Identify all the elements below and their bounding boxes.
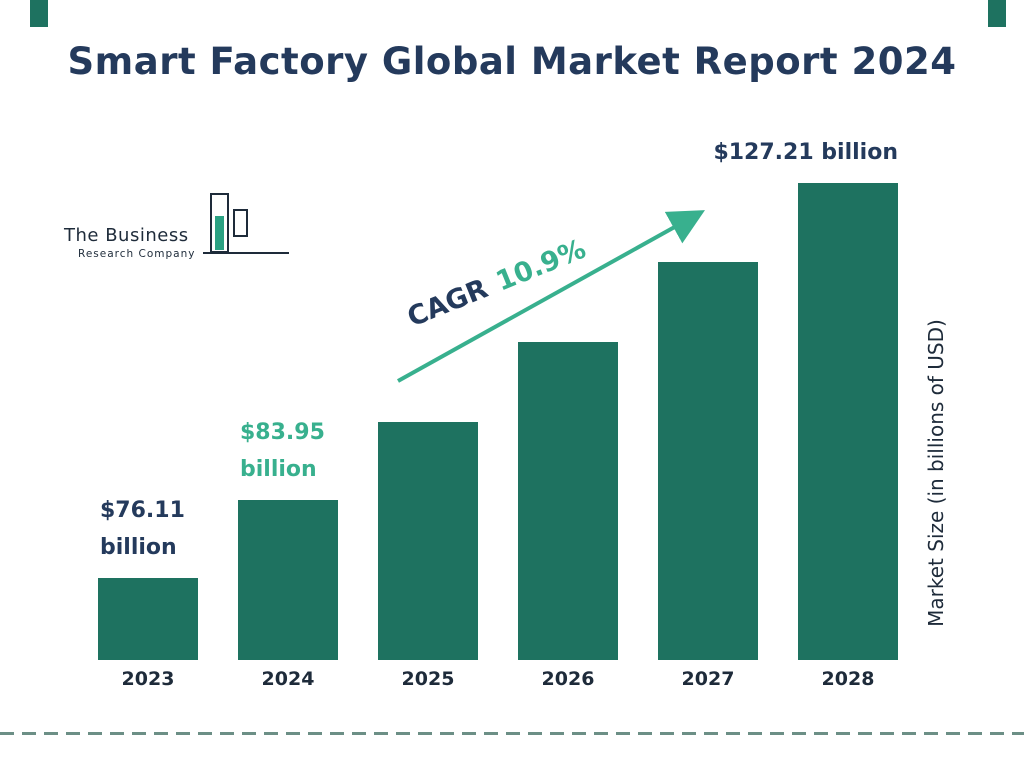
bar-2025: [378, 422, 478, 660]
company-logo: The Business Research Company: [64, 192, 290, 260]
page-title: Smart Factory Global Market Report 2024: [67, 40, 957, 83]
value-label-2023: $76.11 billion: [100, 498, 185, 560]
cagr-annotation: CAGR10.9%: [403, 234, 590, 334]
corner-accent-left: [30, 0, 48, 27]
corner-accent-right: [988, 0, 1006, 27]
bar-2027: [658, 262, 758, 660]
x-tick-2023: 2023: [121, 668, 175, 690]
x-tick-2024: 2024: [261, 668, 315, 690]
x-tick-2026: 2026: [541, 668, 595, 690]
bar-2028: [798, 183, 898, 660]
value-label-2024: $83.95 billion: [240, 420, 325, 482]
x-tick-2028: 2028: [821, 668, 875, 690]
bottom-dashed-divider: [0, 732, 1024, 735]
bar-2023: [98, 578, 198, 660]
bar-2024: [238, 500, 338, 660]
cagr-value: 10.9%: [491, 233, 591, 298]
logo-line1: The Business: [64, 225, 189, 246]
company-logo-text: The Business Research Company: [64, 225, 195, 260]
x-tick-2025: 2025: [401, 668, 455, 690]
y-axis-label: Market Size (in billions of USD): [924, 319, 948, 627]
cagr-label: CAGR: [403, 273, 493, 334]
value-label-2028: $127.21 billion: [713, 140, 898, 165]
bar-2026: [518, 342, 618, 660]
x-tick-2027: 2027: [681, 668, 735, 690]
logo-line2: Research Company: [78, 248, 196, 260]
bar-chart-logo-icon: [203, 193, 290, 254]
